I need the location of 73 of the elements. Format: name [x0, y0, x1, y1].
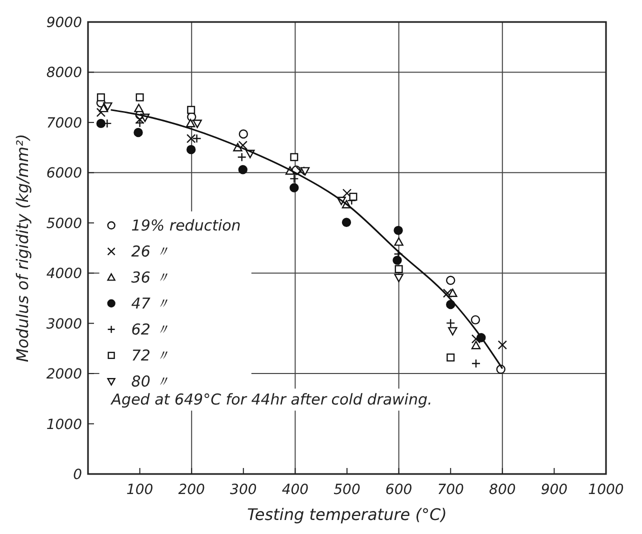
- y-tick-label: 6000: [46, 166, 82, 182]
- point: [342, 188, 352, 198]
- point: [446, 318, 456, 328]
- y-axis-title: Modulus of rigidity (kg/mm²): [13, 134, 32, 362]
- y-tick-label: 7000: [46, 115, 82, 132]
- x-tick-label: 900: [540, 482, 568, 498]
- legend-label: 72 〃: [131, 346, 170, 364]
- x-axis-title: Testing temperature (°C): [247, 505, 447, 524]
- point: [290, 174, 299, 184]
- x-tick-label: 300: [230, 482, 257, 498]
- y-tick-label: 1000: [46, 416, 82, 433]
- point: [448, 327, 458, 336]
- annotation: Aged at 649°C for 44hr after cold drawing.: [110, 390, 432, 409]
- point: [342, 218, 352, 227]
- x-tick-label: 200: [178, 482, 206, 498]
- y-tick-label: 4000: [46, 266, 82, 282]
- point: [446, 353, 455, 362]
- y-tick-label: 0: [73, 467, 82, 483]
- point: [498, 340, 507, 350]
- point: [394, 237, 404, 246]
- point: [192, 120, 202, 128]
- point: [103, 102, 112, 111]
- point: [296, 166, 305, 176]
- point: [96, 93, 105, 102]
- point: [135, 114, 144, 124]
- point: [134, 128, 143, 138]
- legend-label: 19% reduction: [131, 216, 241, 234]
- point: [446, 276, 456, 285]
- point: [442, 288, 452, 298]
- point: [471, 358, 481, 368]
- point: [238, 165, 248, 174]
- legend-label: 47 〃: [131, 294, 170, 312]
- point: [238, 140, 248, 150]
- x-tick-label: 1000: [588, 482, 624, 498]
- point: [349, 192, 358, 201]
- point: [394, 265, 403, 274]
- point: [290, 183, 299, 192]
- x-tick-label: 500: [334, 482, 360, 498]
- point: [471, 340, 481, 350]
- x-tick-label: 100: [126, 482, 154, 498]
- point: [300, 167, 310, 176]
- y-tick-label: 5000: [46, 216, 82, 232]
- x-tick-label: 700: [437, 482, 464, 498]
- legend-label: 36 〃: [131, 268, 170, 286]
- point: [290, 153, 298, 162]
- x-tick-label: 800: [489, 482, 516, 498]
- point: [186, 118, 196, 128]
- point: [136, 93, 144, 102]
- point: [394, 274, 404, 282]
- point: [448, 288, 458, 297]
- point: [471, 334, 481, 344]
- point: [186, 134, 196, 144]
- point: [237, 152, 246, 162]
- point: [96, 108, 106, 117]
- point: [134, 104, 144, 112]
- legend-label: 80 〃: [131, 372, 170, 390]
- legend-label: 62 〃: [131, 320, 170, 338]
- x-tick-label: 400: [282, 482, 309, 498]
- point: [394, 226, 403, 236]
- y-tick-label: 3000: [46, 316, 82, 332]
- point: [392, 256, 402, 265]
- point: [186, 144, 196, 154]
- x-tick-label: 600: [385, 482, 412, 498]
- legend-label: 26 〃: [131, 242, 170, 260]
- point: [96, 118, 106, 128]
- point: [470, 315, 480, 324]
- y-tick-label: 2000: [46, 366, 82, 383]
- y-tick-label: 8000: [46, 65, 82, 82]
- point: [187, 106, 196, 114]
- point: [192, 134, 202, 144]
- y-tick-label: 9000: [46, 15, 82, 31]
- point: [98, 104, 108, 112]
- point: [238, 129, 248, 139]
